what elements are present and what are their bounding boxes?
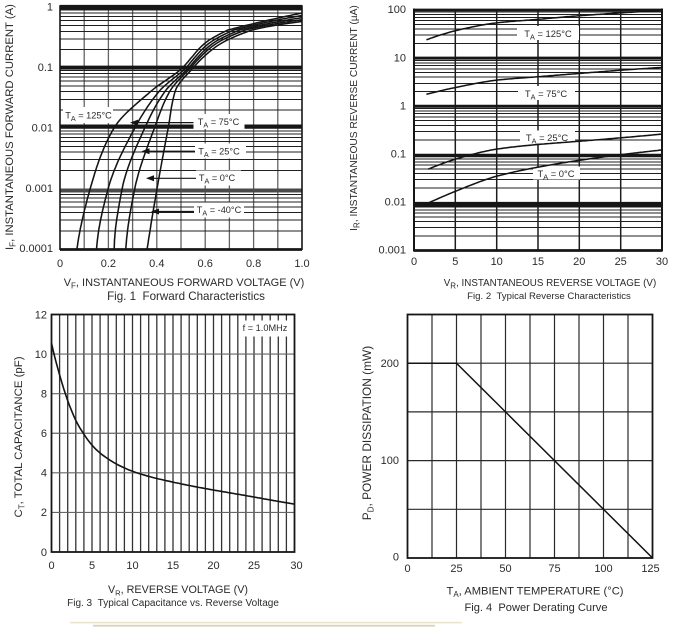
svg-text:8: 8 [41,389,47,401]
svg-text:Fig. 2 Typical Reverse Charac: Fig. 2 Typical Reverse Characteristics [467,291,631,302]
svg-text:0.8: 0.8 [246,258,261,270]
svg-text:PD, POWER DISSIPATION (mW): PD, POWER DISSIPATION (mW) [360,346,376,520]
svg-text:25: 25 [450,563,462,575]
svg-text:100: 100 [381,455,399,467]
svg-text:Fig. 4 Power Derating Curve: Fig. 4 Power Derating Curve [464,602,607,614]
svg-text:1: 1 [400,100,406,112]
svg-text:0: 0 [411,256,417,268]
svg-text:1: 1 [47,1,53,13]
svg-text:100: 100 [594,563,612,575]
svg-text:1.0: 1.0 [294,258,309,270]
svg-text:30: 30 [656,256,668,268]
svg-text:IR, INSTANTANEOUS REVERSE CURR: IR, INSTANTANEOUS REVERSE CURRENT (µA) [349,5,362,231]
svg-text:125: 125 [641,563,659,575]
svg-text:15: 15 [167,560,179,572]
svg-text:30: 30 [290,560,302,572]
svg-text:0.01: 0.01 [385,197,406,209]
svg-text:TA = -40°C: TA = -40°C [197,205,242,218]
svg-text:5: 5 [89,560,95,572]
svg-text:25: 25 [248,560,260,572]
svg-text:TA = 25°C: TA = 25°C [198,146,240,159]
svg-text:20: 20 [573,256,585,268]
svg-text:75: 75 [548,563,560,575]
svg-text:0: 0 [41,547,47,559]
svg-text:f = 1.0MHz: f = 1.0MHz [243,323,288,333]
svg-text:6: 6 [41,428,47,440]
svg-text:0.1: 0.1 [38,62,53,74]
svg-text:200: 200 [381,358,399,370]
svg-text:IF, INSTANTANEOUS FORWARD CURR: IF, INSTANTANEOUS FORWARD CURRENT (A) [4,4,18,250]
svg-text:TA = 75°C: TA = 75°C [198,117,240,130]
svg-text:VF, INSTANTANEOUS FORWARD VOLT: VF, INSTANTANEOUS FORWARD VOLTAGE (V) [64,277,305,291]
svg-text:0.0001: 0.0001 [19,243,53,255]
svg-text:VR, INSTANTANEOUS REVERSE VOLT: VR, INSTANTANEOUS REVERSE VOLTAGE (V) [444,278,656,291]
svg-text:0: 0 [48,560,54,572]
svg-text:TA = 125°C: TA = 125°C [524,28,572,42]
svg-text:0: 0 [404,563,410,575]
svg-text:0.01: 0.01 [32,122,53,134]
svg-text:12: 12 [35,309,47,321]
svg-text:20: 20 [207,560,219,572]
svg-text:0.2: 0.2 [101,258,116,270]
svg-text:10: 10 [35,349,47,361]
svg-text:Fig. 3 Typical Capacitance vs: Fig. 3 Typical Capacitance vs. Reverse V… [67,598,279,609]
svg-text:0: 0 [393,551,399,563]
svg-text:4: 4 [41,468,47,480]
svg-text:CT, TOTAL CAPACITANCE (pF): CT, TOTAL CAPACITANCE (pF) [13,356,27,517]
svg-text:0.001: 0.001 [378,245,406,257]
svg-text:50: 50 [499,563,511,575]
svg-text:TA, AMBIENT TEMPERATURE (°C): TA, AMBIENT TEMPERATURE (°C) [446,586,623,600]
svg-text:0.1: 0.1 [391,149,406,161]
svg-text:100: 100 [388,4,406,16]
svg-text:10: 10 [394,52,406,64]
svg-text:5: 5 [452,256,458,268]
svg-text:10: 10 [126,560,138,572]
svg-text:VR, REVERSE VOLTAGE (V): VR, REVERSE VOLTAGE (V) [108,584,248,597]
svg-text:2: 2 [41,507,47,519]
svg-text:15: 15 [532,256,544,268]
svg-text:0: 0 [57,258,63,270]
svg-text:0.001: 0.001 [25,183,53,195]
svg-text:TA = 125°C: TA = 125°C [65,111,112,124]
svg-text:25: 25 [615,256,627,268]
svg-text:0.6: 0.6 [198,258,213,270]
svg-text:TA = 75°C: TA = 75°C [525,88,567,102]
svg-text:TA = 0°C: TA = 0°C [199,173,236,186]
svg-text:0.4: 0.4 [149,258,164,270]
svg-text:10: 10 [491,256,503,268]
svg-text:Fig. 1 Forward Characteristic: Fig. 1 Forward Characteristics [107,290,265,303]
